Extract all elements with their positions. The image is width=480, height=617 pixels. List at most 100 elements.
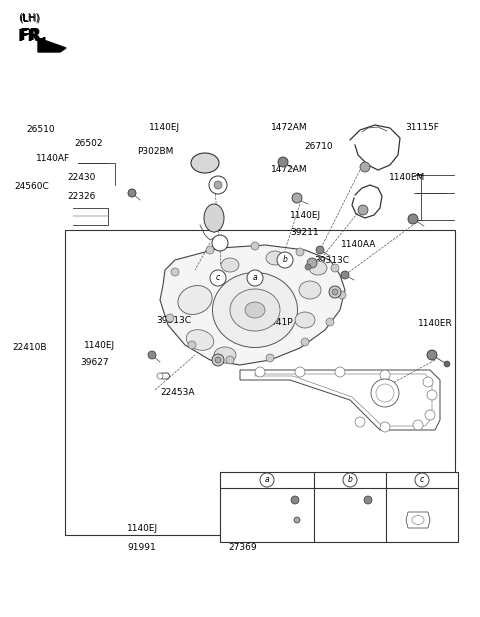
Polygon shape — [240, 370, 440, 430]
Text: (LH): (LH) — [19, 14, 41, 23]
Circle shape — [423, 377, 433, 387]
Circle shape — [326, 318, 334, 326]
Circle shape — [128, 189, 136, 197]
Circle shape — [427, 390, 437, 400]
Text: 1140EM: 1140EM — [389, 173, 425, 181]
Ellipse shape — [221, 258, 239, 272]
Text: c: c — [420, 476, 424, 484]
Circle shape — [425, 410, 435, 420]
Text: 26710: 26710 — [305, 143, 334, 151]
Ellipse shape — [309, 261, 327, 275]
Text: 91991E: 91991E — [350, 536, 385, 544]
Text: 1140EJ: 1140EJ — [290, 212, 322, 220]
Circle shape — [255, 367, 265, 377]
Circle shape — [305, 264, 311, 270]
Circle shape — [408, 214, 418, 224]
Bar — [220, 472, 458, 542]
Circle shape — [332, 289, 338, 295]
Ellipse shape — [295, 312, 315, 328]
Circle shape — [341, 271, 349, 279]
Text: P302BM: P302BM — [137, 147, 173, 155]
Ellipse shape — [213, 273, 298, 347]
Circle shape — [215, 357, 221, 363]
Text: FR.: FR. — [19, 28, 47, 43]
Text: 39313C: 39313C — [156, 317, 191, 325]
Circle shape — [343, 473, 357, 487]
Text: 39211: 39211 — [290, 228, 319, 237]
Circle shape — [376, 384, 394, 402]
Circle shape — [358, 205, 368, 215]
Circle shape — [316, 246, 324, 254]
Circle shape — [278, 157, 288, 167]
Text: 1140EJ: 1140EJ — [84, 341, 115, 350]
Circle shape — [331, 264, 339, 272]
Text: 26502: 26502 — [74, 139, 103, 147]
Circle shape — [427, 350, 437, 360]
Circle shape — [444, 361, 450, 367]
Circle shape — [364, 496, 372, 504]
Circle shape — [157, 373, 163, 379]
Circle shape — [355, 417, 365, 427]
Circle shape — [251, 242, 259, 250]
Ellipse shape — [204, 204, 224, 232]
Circle shape — [380, 370, 390, 380]
Circle shape — [292, 193, 302, 203]
Circle shape — [188, 341, 196, 349]
Circle shape — [266, 354, 274, 362]
Ellipse shape — [412, 515, 424, 524]
Circle shape — [206, 246, 214, 254]
Circle shape — [212, 354, 224, 366]
Text: 22326: 22326 — [67, 193, 96, 201]
Text: 1140AA: 1140AA — [341, 241, 376, 249]
Text: 24560C: 24560C — [14, 183, 49, 191]
Circle shape — [415, 473, 429, 487]
Polygon shape — [160, 245, 345, 365]
Text: a: a — [252, 273, 257, 283]
Circle shape — [210, 270, 226, 286]
Polygon shape — [38, 38, 66, 52]
Text: 22441P: 22441P — [259, 318, 293, 326]
Circle shape — [212, 235, 228, 251]
Circle shape — [413, 420, 423, 430]
Circle shape — [335, 367, 345, 377]
Circle shape — [277, 252, 293, 268]
Text: FR.: FR. — [18, 29, 46, 44]
Polygon shape — [406, 512, 430, 528]
Ellipse shape — [299, 281, 321, 299]
Text: 22430: 22430 — [67, 173, 96, 181]
Text: 31115F: 31115F — [406, 123, 440, 132]
Circle shape — [380, 422, 390, 432]
Text: 27369: 27369 — [228, 544, 257, 552]
Ellipse shape — [214, 347, 236, 363]
Polygon shape — [255, 374, 432, 426]
Circle shape — [209, 176, 227, 194]
Circle shape — [171, 268, 179, 276]
Ellipse shape — [191, 153, 219, 173]
Circle shape — [295, 367, 305, 377]
Text: a: a — [264, 476, 269, 484]
Circle shape — [329, 286, 341, 298]
Circle shape — [214, 181, 222, 189]
Text: c: c — [216, 273, 220, 283]
Text: 22410B: 22410B — [12, 343, 47, 352]
Ellipse shape — [230, 289, 280, 331]
Bar — [65, 230, 455, 535]
Circle shape — [360, 162, 370, 172]
Circle shape — [260, 473, 274, 487]
Circle shape — [166, 314, 174, 322]
Circle shape — [371, 379, 399, 407]
Text: b: b — [283, 255, 288, 265]
Ellipse shape — [178, 286, 212, 315]
Ellipse shape — [245, 302, 265, 318]
Circle shape — [296, 248, 304, 256]
Circle shape — [338, 291, 346, 299]
Text: 26510: 26510 — [26, 125, 55, 134]
Circle shape — [307, 258, 317, 268]
Text: 22453A: 22453A — [161, 388, 195, 397]
Text: 39627: 39627 — [81, 358, 109, 366]
Text: (LH): (LH) — [18, 12, 39, 22]
Circle shape — [294, 517, 300, 523]
Text: 1472AM: 1472AM — [271, 165, 308, 173]
Ellipse shape — [186, 329, 214, 350]
Text: 1140EJ: 1140EJ — [228, 524, 259, 533]
